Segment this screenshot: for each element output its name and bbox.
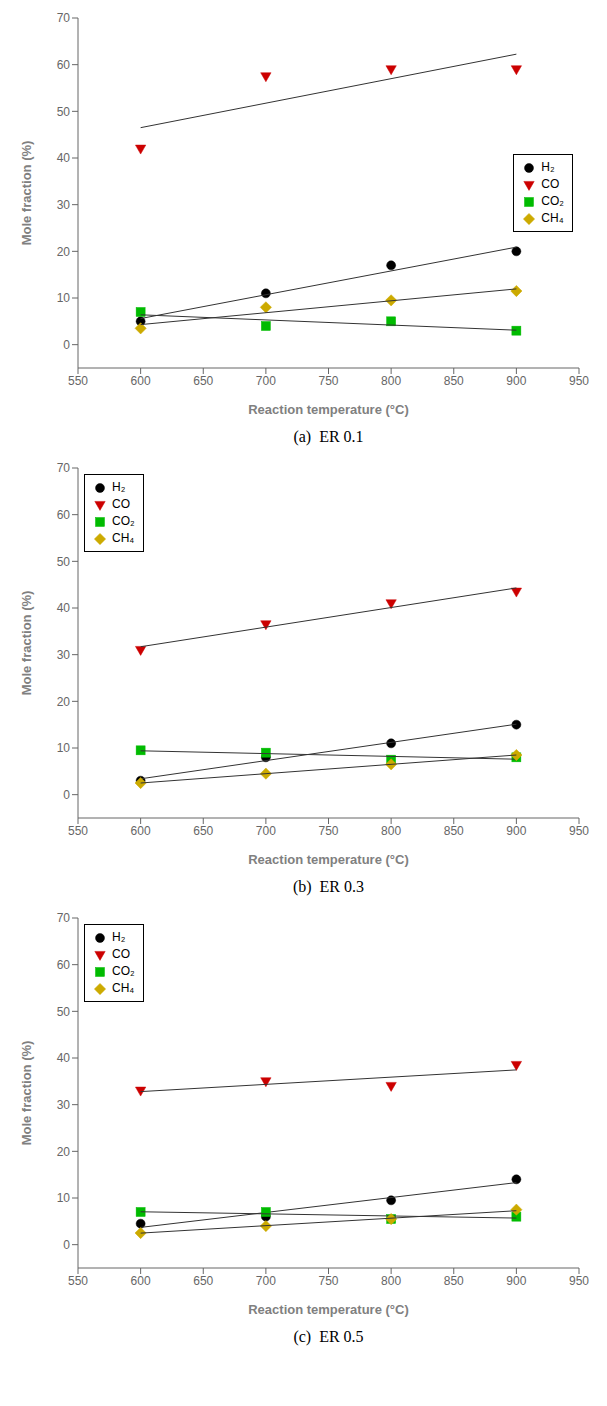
svg-text:850: 850 [444, 1274, 464, 1288]
html-text:CO: CO [541, 177, 560, 191]
html-text:CO₂: CO₂ [112, 964, 135, 978]
svg-text:60: 60 [57, 508, 71, 522]
svg-text:600: 600 [131, 374, 151, 388]
svg-text:Mole fraction (%): Mole fraction (%) [19, 591, 34, 696]
svg-text:Reaction temperature (°C): Reaction temperature (°C) [248, 852, 409, 867]
svg-text:10: 10 [57, 741, 71, 755]
svg-text:600: 600 [131, 824, 151, 838]
svg-text:40: 40 [57, 151, 71, 165]
html-text:CO₂: CO₂ [541, 194, 564, 208]
svg-text:30: 30 [57, 648, 71, 662]
svg-text:60: 60 [57, 58, 71, 72]
svg-text:550: 550 [68, 824, 88, 838]
svg-text:800: 800 [381, 1274, 401, 1288]
svg-text:550: 550 [68, 1274, 88, 1288]
svg-text:70: 70 [57, 11, 71, 25]
svg-text:750: 750 [318, 1274, 338, 1288]
svg-text:900: 900 [506, 824, 526, 838]
svg-text:650: 650 [193, 824, 213, 838]
svg-text:750: 750 [318, 374, 338, 388]
svg-text:50: 50 [57, 105, 71, 119]
svg-text:Mole fraction (%): Mole fraction (%) [19, 1041, 34, 1146]
svg-text:20: 20 [57, 245, 71, 259]
html-text:H₂: H₂ [112, 480, 126, 494]
svg-text:850: 850 [444, 824, 464, 838]
svg-text:0: 0 [63, 338, 70, 352]
svg-text:60: 60 [57, 958, 71, 972]
svg-text:950: 950 [569, 374, 589, 388]
svg-text:50: 50 [57, 555, 71, 569]
svg-text:70: 70 [57, 911, 71, 925]
svg-text:70: 70 [57, 461, 71, 475]
html-text:CH₄: CH₄ [112, 531, 135, 545]
svg-text:10: 10 [57, 291, 71, 305]
svg-text:800: 800 [381, 374, 401, 388]
svg-text:40: 40 [57, 601, 71, 615]
html-text:H₂: H₂ [112, 930, 126, 944]
svg-text:650: 650 [193, 1274, 213, 1288]
html-text:CO: CO [112, 497, 130, 511]
svg-text:900: 900 [506, 374, 526, 388]
svg-text:550: 550 [68, 374, 88, 388]
html-text:(b) ER 0.3: (b) ER 0.3 [292, 878, 364, 895]
html-text:H₂: H₂ [541, 160, 555, 174]
svg-text:700: 700 [256, 374, 276, 388]
svg-text:40: 40 [57, 1051, 71, 1065]
html-text:CO₂: CO₂ [112, 514, 135, 528]
svg-text:Reaction temperature (°C): Reaction temperature (°C) [248, 402, 409, 417]
svg-text:10: 10 [57, 1191, 71, 1205]
svg-text:750: 750 [318, 824, 338, 838]
svg-text:950: 950 [569, 824, 589, 838]
html-text:CO: CO [112, 947, 130, 961]
html-text:(a) ER 0.1: (a) ER 0.1 [293, 428, 364, 445]
svg-text:Mole fraction (%): Mole fraction (%) [19, 141, 34, 246]
svg-text:0: 0 [63, 1238, 70, 1252]
svg-text:650: 650 [193, 374, 213, 388]
html-text:CH₄: CH₄ [541, 211, 564, 225]
svg-text:30: 30 [57, 1098, 71, 1112]
svg-text:0: 0 [63, 788, 70, 802]
svg-text:700: 700 [256, 1274, 276, 1288]
html-text:CH₄: CH₄ [112, 981, 135, 995]
html-text:(c) ER 0.5: (c) ER 0.5 [293, 1328, 364, 1345]
svg-text:700: 700 [256, 824, 276, 838]
svg-text:50: 50 [57, 1005, 71, 1019]
svg-text:20: 20 [57, 695, 71, 709]
svg-text:30: 30 [57, 198, 71, 212]
svg-text:20: 20 [57, 1145, 71, 1159]
svg-text:800: 800 [381, 824, 401, 838]
svg-text:600: 600 [131, 1274, 151, 1288]
svg-text:850: 850 [444, 374, 464, 388]
svg-text:Reaction temperature (°C): Reaction temperature (°C) [248, 1302, 409, 1317]
svg-text:900: 900 [506, 1274, 526, 1288]
svg-text:950: 950 [569, 1274, 589, 1288]
